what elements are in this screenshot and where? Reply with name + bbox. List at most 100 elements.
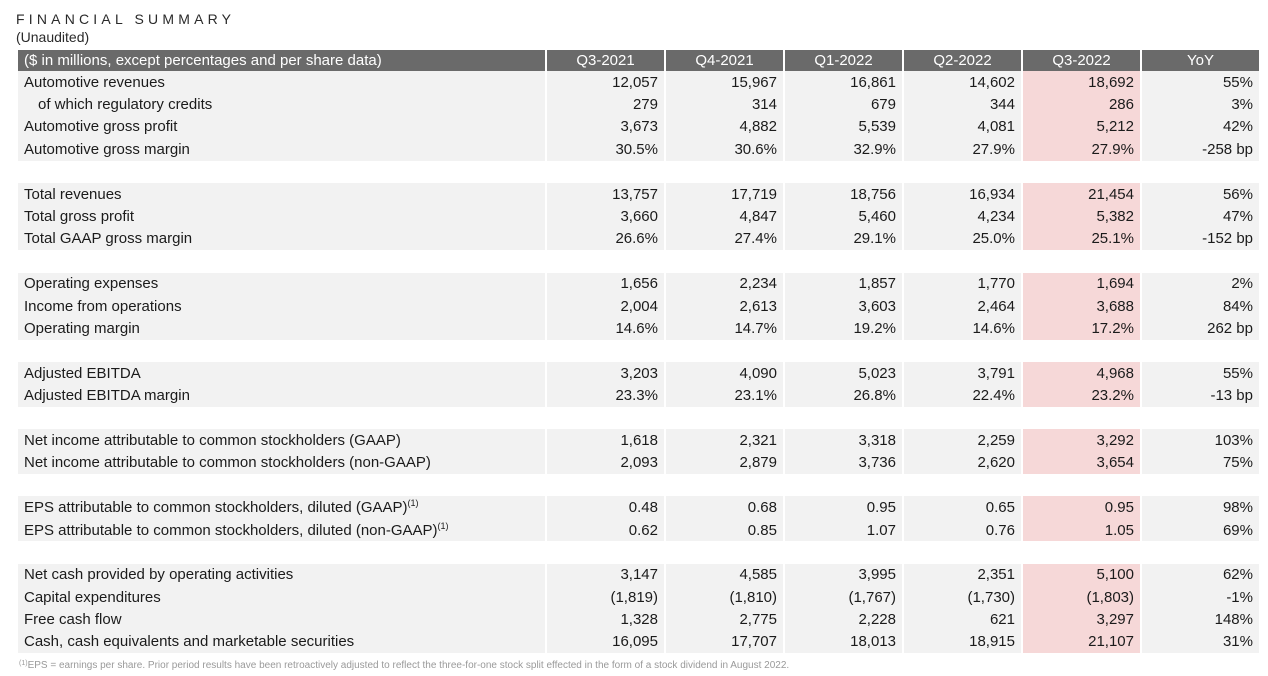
row-label-cell: Capital expenditures	[18, 585, 545, 609]
value-cell: 3,203	[547, 362, 664, 385]
value-cell: 3,297	[1023, 608, 1140, 631]
row-label-cell: Adjusted EBITDA margin	[18, 384, 545, 407]
value-cell: 18,013	[785, 630, 902, 654]
yoy-cell: 31%	[1142, 630, 1259, 654]
table-row: Free cash flow 1,328 2,775 2,228 621 3,297 148…	[18, 608, 1259, 631]
value-cell: (1,810)	[666, 585, 783, 609]
value-cell: 1,694	[1023, 272, 1140, 295]
footnote-ref: (1)	[437, 520, 449, 531]
row-label: Free cash flow	[24, 611, 122, 629]
value-cell: 12,057	[547, 71, 664, 94]
yoy-cell: 47%	[1142, 205, 1259, 228]
table-row: Capital expenditures (1,819) (1,810) (1,767…	[18, 585, 1259, 609]
yoy-cell: 56%	[1142, 182, 1259, 206]
value-cell: 19.2%	[785, 317, 902, 340]
yoy-cell: 3%	[1142, 93, 1259, 116]
value-cell: 27.9%	[1023, 138, 1140, 161]
value-cell: 16,095	[547, 630, 664, 654]
spacer-cell	[18, 250, 1259, 273]
value-cell: 27.4%	[666, 227, 783, 251]
value-cell: 3,147	[547, 563, 664, 586]
row-label: EPS attributable to common stockholders,…	[24, 521, 438, 539]
value-cell: 4,882	[666, 115, 783, 139]
value-cell: 0.68	[666, 496, 783, 519]
yoy-cell: -258 bp	[1142, 138, 1259, 161]
table-row: Cash, cash equivalents and marketable se…	[18, 630, 1259, 654]
spacer-cell	[18, 474, 1259, 497]
table-row: Net cash provided by operating activitie…	[18, 563, 1259, 586]
row-label-cell: Total GAAP gross margin	[18, 227, 545, 251]
value-cell: 5,100	[1023, 563, 1140, 586]
row-label-cell: EPS attributable to common stockholders,…	[18, 496, 545, 519]
value-cell: 26.8%	[785, 384, 902, 407]
value-cell: 22.4%	[904, 384, 1021, 407]
footnote: (1)EPS = earnings per share. Prior perio…	[19, 660, 789, 671]
row-label-cell: Automotive gross profit	[18, 115, 545, 139]
row-label: EPS attributable to common stockholders,…	[24, 499, 408, 517]
value-cell: 5,023	[785, 362, 902, 385]
table-row: Automotive gross profit 3,673 4,882 5,539 4,…	[18, 115, 1259, 139]
value-cell: 0.95	[1023, 496, 1140, 519]
yoy-cell: -1%	[1142, 585, 1259, 609]
value-cell: 3,318	[785, 429, 902, 452]
value-cell: 3,292	[1023, 429, 1140, 452]
value-cell: 3,654	[1023, 451, 1140, 475]
value-cell: 679	[785, 93, 902, 116]
value-cell: 4,847	[666, 205, 783, 228]
value-cell: 18,915	[904, 630, 1021, 654]
value-cell: 15,967	[666, 71, 783, 94]
footnote-marker: (1)	[19, 660, 28, 667]
row-label: Capital expenditures	[24, 588, 161, 606]
row-label: Automotive revenues	[24, 73, 165, 91]
value-cell: 21,107	[1023, 630, 1140, 654]
value-cell: 2,228	[785, 608, 902, 631]
row-label: Automotive gross profit	[24, 118, 178, 136]
yoy-cell: 55%	[1142, 71, 1259, 94]
table-row: Adjusted EBITDA margin 23.3% 23.1% 26.8% 22.…	[18, 384, 1259, 407]
row-label: Net cash provided by operating activitie…	[24, 566, 294, 584]
value-cell: 4,585	[666, 563, 783, 586]
value-cell: 1,618	[547, 429, 664, 452]
row-label-cell: Automotive gross margin	[18, 138, 545, 161]
value-cell: (1,767)	[785, 585, 902, 609]
yoy-cell: -13 bp	[1142, 384, 1259, 407]
value-cell: 17.2%	[1023, 317, 1140, 340]
row-label-cell: Net income attributable to common stockh…	[18, 429, 545, 452]
value-cell: 2,351	[904, 563, 1021, 586]
row-label: Total GAAP gross margin	[24, 230, 193, 248]
yoy-cell: 98%	[1142, 496, 1259, 519]
value-cell: 3,688	[1023, 294, 1140, 318]
column-header-q3-2021: Q3-2021	[547, 50, 664, 71]
yoy-cell: 262 bp	[1142, 317, 1259, 340]
column-header-q2-2022: Q2-2022	[904, 50, 1021, 71]
column-header-q3-2022: Q3-2022	[1023, 50, 1140, 71]
value-cell: 1.05	[1023, 518, 1140, 542]
value-cell: 0.62	[547, 518, 664, 542]
value-cell: 2,321	[666, 429, 783, 452]
page-title: FINANCIAL SUMMARY	[16, 11, 236, 27]
value-cell: 0.95	[785, 496, 902, 519]
value-cell: 4,081	[904, 115, 1021, 139]
spacer-cell	[18, 339, 1259, 363]
value-cell: 0.85	[666, 518, 783, 542]
value-cell: 23.2%	[1023, 384, 1140, 407]
row-label: Cash, cash equivalents and marketable se…	[24, 633, 355, 651]
value-cell: 2,004	[547, 294, 664, 318]
row-label-cell: Total gross profit	[18, 205, 545, 228]
table-row: Adjusted EBITDA 3,203 4,090 5,023 3,791 4,968…	[18, 362, 1259, 385]
row-label: Adjusted EBITDA margin	[24, 387, 190, 405]
yoy-cell: -152 bp	[1142, 227, 1259, 251]
column-header-yoy: YoY	[1142, 50, 1259, 71]
value-cell: 1,770	[904, 272, 1021, 295]
spacer-cell	[18, 160, 1259, 183]
yoy-cell: 55%	[1142, 362, 1259, 385]
value-cell: 18,692	[1023, 71, 1140, 94]
table-spacer-row	[18, 406, 1259, 430]
value-cell: 2,879	[666, 451, 783, 475]
yoy-cell: 42%	[1142, 115, 1259, 139]
row-label: Automotive gross margin	[24, 140, 190, 158]
table-header-row: ($ in millions, except percentages and p…	[18, 50, 1259, 71]
value-cell: 4,968	[1023, 362, 1140, 385]
value-cell: 1,656	[547, 272, 664, 295]
value-cell: 26.6%	[547, 227, 664, 251]
